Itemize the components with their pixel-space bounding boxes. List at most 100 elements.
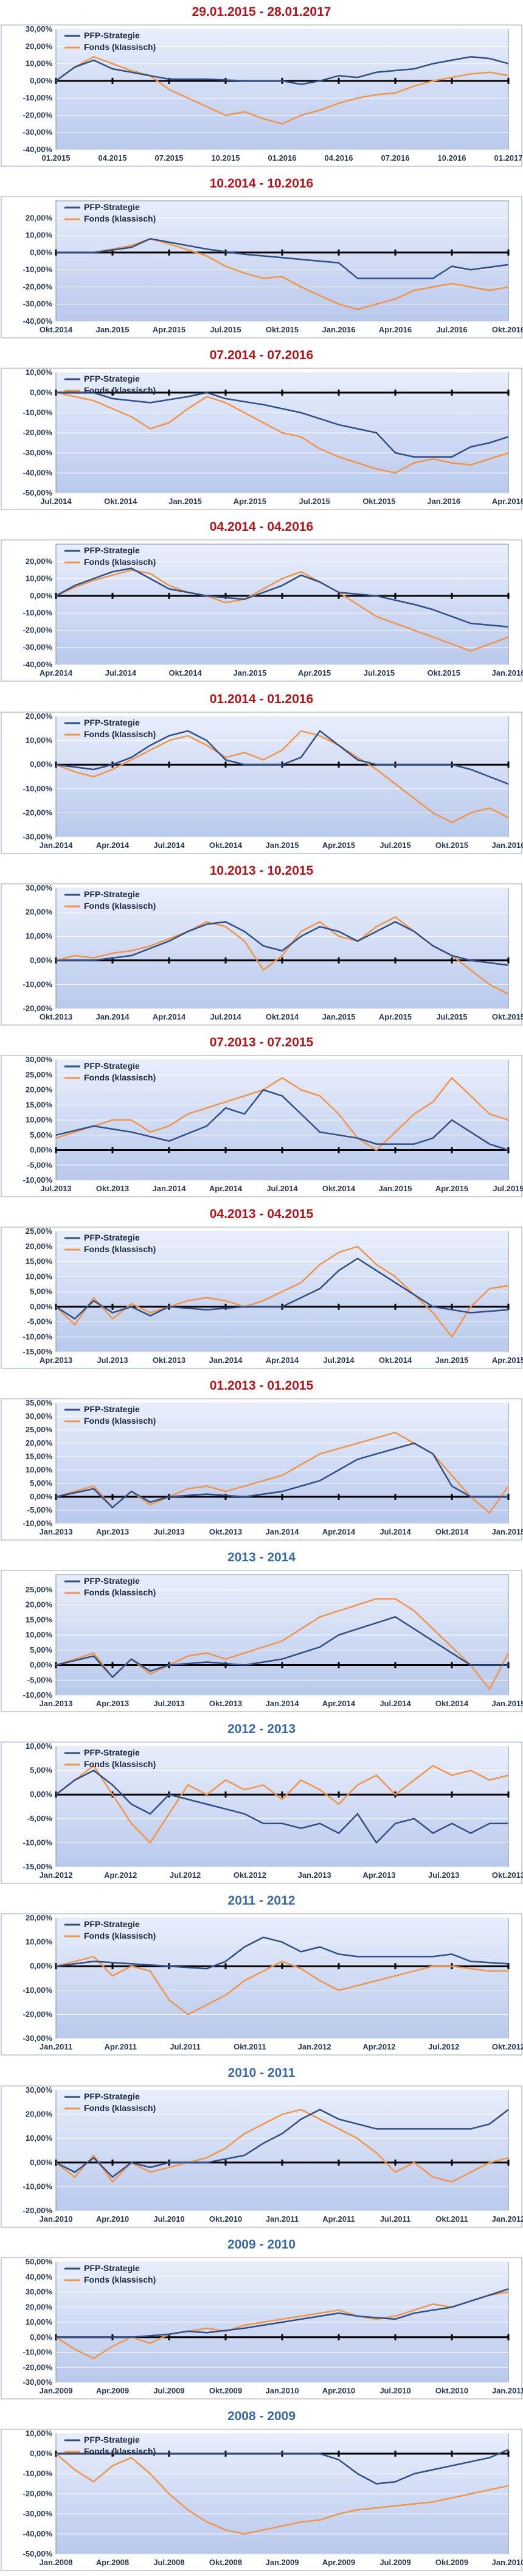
y-tick-label: 10,00% (26, 1630, 53, 1639)
plot-area (55, 716, 509, 838)
chart-title: 2011 - 2012 (227, 1894, 296, 1908)
chart-panel: 10.2014 - 10.2016 20,00% 10,00% 0,00% -10,00… (0, 172, 523, 343)
y-tick-label: 0,00% (30, 1961, 52, 1970)
series-pfp-line (55, 1442, 508, 1508)
x-tick-label: 04.2015 (99, 153, 127, 163)
series-pfp-line (55, 1258, 509, 1320)
chart-title: 2010 - 2011 (227, 2066, 296, 2080)
x-tick-label: Okt.2015 (428, 668, 460, 677)
x-tick-label: Apr.2008 (96, 2558, 129, 2567)
y-tick-label: -20,00% (23, 2009, 53, 2018)
chart-panel: 2008 - 2009 10,00% 0,00% -10,00% -20,00% -30,… (0, 2404, 523, 2576)
legend-label: PFP-Strategie (84, 2263, 140, 2273)
y-tick-label: 20,00% (26, 556, 53, 565)
series-pfp-line (55, 730, 509, 785)
y-tick-label: 20,00% (26, 1242, 53, 1251)
chart-panel: 2010 - 2011 30,00% 20,00% 10,00% 0,00% -10,00… (0, 2061, 523, 2233)
y-tick-label: 20,00% (26, 2110, 53, 2119)
x-tick-label: Jul.2014 (266, 1184, 298, 1193)
legend-label: PFP-Strategie (84, 1748, 140, 1757)
legend-label: PFP-Strategie (84, 30, 140, 40)
x-tick-label: Okt.2009 (209, 2386, 242, 2395)
line-chart: 10,00%5,00%0,00%-5,00%-10,00%-15,00%Jan.… (1, 1741, 523, 1884)
y-tick-label: -40,00% (23, 660, 53, 669)
legend-label: Fonds (klassisch) (84, 2446, 156, 2456)
series-pfp-line (55, 1936, 509, 1970)
x-tick-label: Okt.2015 (435, 841, 468, 850)
y-tick-label: 20,00% (26, 213, 53, 222)
legend-label: Fonds (klassisch) (84, 729, 156, 739)
y-tick-label: 20,00% (26, 908, 53, 917)
y-tick-label: 20,00% (26, 41, 53, 51)
y-tick-label: 10,00% (26, 931, 53, 940)
x-tick-label: Jan.2015 (492, 1527, 523, 1536)
x-tick-label: Jul.2010 (379, 2386, 410, 2395)
y-tick-label: 15,00% (26, 1452, 53, 1461)
x-tick-label: Jul.2014 (210, 1012, 241, 1021)
y-tick-label: 5,00% (30, 1645, 52, 1654)
y-tick-label: 5,00% (30, 1287, 52, 1296)
series-pfp-line (55, 2109, 509, 2178)
x-tick-label: Jan.2015 (322, 1012, 356, 1021)
x-tick-label: Jul.2011 (170, 2042, 201, 2051)
x-tick-label: Jul.2008 (153, 2558, 184, 2567)
y-tick-label: 10,00% (26, 1937, 53, 1947)
y-tick-label: -30,00% (23, 643, 53, 652)
x-tick-label: Jan.2009 (40, 2386, 73, 2395)
x-tick-label: 07.2015 (155, 153, 184, 163)
series-fonds-line (55, 569, 509, 652)
legend-label: Fonds (klassisch) (84, 1759, 156, 1769)
x-tick-label: Jul.2013 (428, 1871, 459, 1880)
y-tick-label: 0,00% (30, 956, 52, 965)
legend-label: PFP-Strategie (84, 1233, 140, 1242)
legend-label: Fonds (klassisch) (84, 1244, 156, 1254)
series-pfp-line (56, 391, 509, 458)
y-tick-label: 10,00% (26, 2429, 53, 2438)
legend-label: PFP-Strategie (84, 2091, 140, 2101)
y-tick-label: -20,00% (23, 428, 53, 437)
chart-panel: 2009 - 2010 50,00% 40,00% 30,00% 20,00% 10,00… (0, 2233, 523, 2404)
y-tick-label: -5,00% (27, 1160, 53, 1169)
x-tick-label: Jan.2016 (492, 841, 523, 850)
y-tick-label: -20,00% (23, 2489, 53, 2498)
chart-title: 01.2014 - 01.2016 (209, 692, 314, 706)
x-tick-label: Jul.2011 (380, 2214, 411, 2224)
y-tick-label: 0,00% (30, 760, 52, 769)
x-tick-label: Apr.2014 (322, 1699, 356, 1708)
y-tick-label: -10,00% (23, 1519, 53, 1528)
y-tick-label: 40,00% (26, 2272, 53, 2281)
y-tick-label: 5,00% (30, 1479, 52, 1488)
y-tick-label: 10,00% (26, 368, 53, 377)
x-tick-label: Jan.2015 (233, 668, 266, 677)
x-tick-label: Apr.2016 (492, 497, 523, 506)
y-tick-label: -5,00% (27, 1505, 53, 1514)
x-tick-label: Okt.2014 (209, 841, 243, 850)
x-tick-label: Apr.2013 (362, 1871, 395, 1880)
x-tick-label: Jul.2014 (105, 668, 137, 677)
x-tick-label: Jan.2013 (298, 1871, 331, 1880)
x-tick-label: Okt.2015 (492, 1012, 523, 1021)
legend-label: PFP-Strategie (84, 718, 140, 727)
x-tick-label: Okt.2013 (40, 1012, 72, 1021)
line-chart: 35,00% 30,00% 25,00% 20,00% 15,00% 10,00% 5,00… (1, 1398, 523, 1541)
y-tick-label: 15,00% (26, 1257, 53, 1266)
x-tick-label: Okt.2009 (435, 2558, 468, 2567)
x-tick-label: Okt.2011 (234, 2042, 266, 2051)
x-tick-label: Apr.2010 (96, 2214, 129, 2224)
y-tick-label: 25,00% (26, 1585, 53, 1594)
line-chart: 20,00%10,00%0,00%-10,00%-20,00%-30,00%Ja… (1, 1913, 523, 2056)
y-tick-label: -15,00% (23, 1347, 53, 1356)
legend-label: Fonds (klassisch) (84, 1416, 156, 1426)
y-tick-label: 20,00% (26, 1600, 53, 1609)
y-tick-label: 20,00% (26, 2302, 53, 2311)
y-tick-label: -20,00% (23, 2206, 53, 2215)
x-tick-label: Jan.2010 (40, 2214, 73, 2224)
x-tick-label: Okt.2013 (153, 1356, 185, 1365)
y-tick-label: 10,00% (26, 59, 53, 68)
legend-label: Fonds (klassisch) (84, 901, 156, 911)
x-tick-label: Apr.2014 (209, 1184, 243, 1193)
y-tick-label: -15,00% (23, 1862, 53, 1871)
x-tick-label: Okt.2014 (435, 1527, 469, 1536)
y-tick-label: 20,00% (26, 1085, 53, 1094)
x-tick-label: Okt.2008 (209, 2558, 242, 2567)
